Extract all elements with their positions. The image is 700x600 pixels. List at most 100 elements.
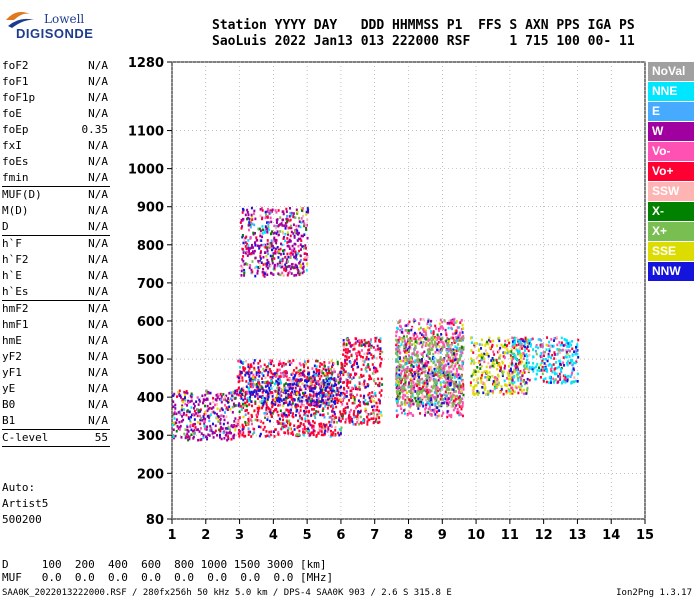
echo-point	[259, 257, 262, 260]
echo-point	[275, 219, 278, 222]
echo-point	[416, 379, 419, 383]
echo-point	[288, 387, 291, 391]
echo-point	[458, 386, 461, 389]
echo-point	[381, 350, 384, 354]
echo-point	[281, 365, 284, 368]
echo-point	[562, 356, 565, 359]
echo-point	[315, 400, 318, 403]
echo-point	[355, 355, 358, 358]
echo-point	[277, 390, 280, 393]
echo-point	[325, 393, 328, 396]
echo-point	[225, 415, 228, 419]
echo-point	[560, 341, 563, 345]
echo-point	[306, 255, 309, 259]
echo-point	[509, 354, 512, 357]
echo-point	[258, 387, 261, 391]
echo-point	[459, 354, 462, 357]
echo-point	[427, 355, 430, 359]
echo-point	[336, 373, 339, 377]
echo-point	[399, 404, 402, 408]
echo-point	[300, 399, 303, 403]
echo-point	[315, 382, 318, 386]
echo-point	[297, 378, 300, 382]
echo-point	[427, 407, 430, 411]
echo-point	[305, 210, 308, 214]
echo-point	[333, 399, 336, 403]
echo-point	[215, 393, 218, 397]
echo-point	[449, 356, 452, 360]
echo-point	[289, 239, 292, 243]
echo-point	[428, 407, 431, 411]
echo-point	[250, 252, 253, 255]
echo-point	[525, 358, 528, 362]
echo-point	[437, 350, 440, 353]
echo-point	[519, 341, 522, 344]
echo-point	[432, 343, 435, 347]
echo-point	[242, 388, 245, 392]
echo-point	[260, 386, 263, 389]
echo-point	[528, 378, 531, 382]
echo-point	[328, 420, 331, 424]
echo-point	[328, 416, 331, 419]
echo-point	[298, 429, 301, 433]
echo-point	[364, 398, 367, 402]
echo-point	[339, 410, 342, 414]
echo-point	[234, 428, 237, 432]
echo-point	[276, 372, 279, 375]
echo-point	[412, 402, 415, 406]
echo-point	[395, 330, 398, 333]
echo-point	[508, 375, 511, 378]
echo-point	[302, 423, 305, 426]
param-value: N/A	[88, 334, 108, 347]
echo-point	[441, 387, 444, 391]
echo-point	[188, 437, 191, 441]
echo-point	[535, 365, 538, 369]
echo-point	[443, 319, 446, 322]
echo-point	[562, 380, 565, 383]
echo-point	[449, 359, 452, 363]
echo-point	[305, 398, 308, 402]
echo-point	[204, 417, 207, 421]
echo-point	[287, 393, 290, 396]
echo-point	[208, 429, 211, 432]
echo-point	[453, 395, 456, 399]
echo-point	[479, 363, 482, 366]
echo-point	[271, 230, 274, 233]
echo-point	[441, 326, 444, 329]
echo-point	[520, 352, 523, 356]
echo-point	[427, 401, 430, 404]
echo-point	[458, 403, 461, 406]
y-tick-label: 1000	[128, 163, 164, 178]
echo-point	[447, 358, 450, 361]
echo-point	[484, 349, 487, 352]
echo-point	[518, 339, 521, 343]
echo-point	[489, 340, 492, 343]
echo-point	[276, 262, 279, 266]
echo-point	[489, 365, 492, 369]
echo-point	[426, 389, 429, 392]
echo-point	[544, 377, 547, 380]
echo-point	[512, 356, 515, 359]
echo-point	[314, 400, 317, 404]
echo-point	[190, 395, 193, 399]
echo-point	[496, 385, 499, 388]
echo-point	[518, 347, 521, 350]
echo-point	[425, 395, 428, 399]
echo-point	[240, 227, 243, 230]
echo-point	[255, 265, 258, 269]
echo-point	[513, 342, 516, 345]
echo-point	[257, 362, 260, 365]
echo-point	[473, 361, 476, 365]
echo-point	[409, 373, 412, 377]
echo-point	[575, 345, 578, 349]
echo-point	[294, 392, 297, 396]
echo-point	[441, 367, 444, 370]
echo-point	[227, 435, 230, 438]
echo-point	[347, 416, 350, 420]
echo-point	[211, 432, 214, 435]
echo-point	[431, 342, 434, 346]
echo-point	[289, 382, 292, 386]
echo-point	[279, 273, 282, 277]
echo-point	[436, 395, 439, 398]
echo-point	[266, 266, 269, 270]
